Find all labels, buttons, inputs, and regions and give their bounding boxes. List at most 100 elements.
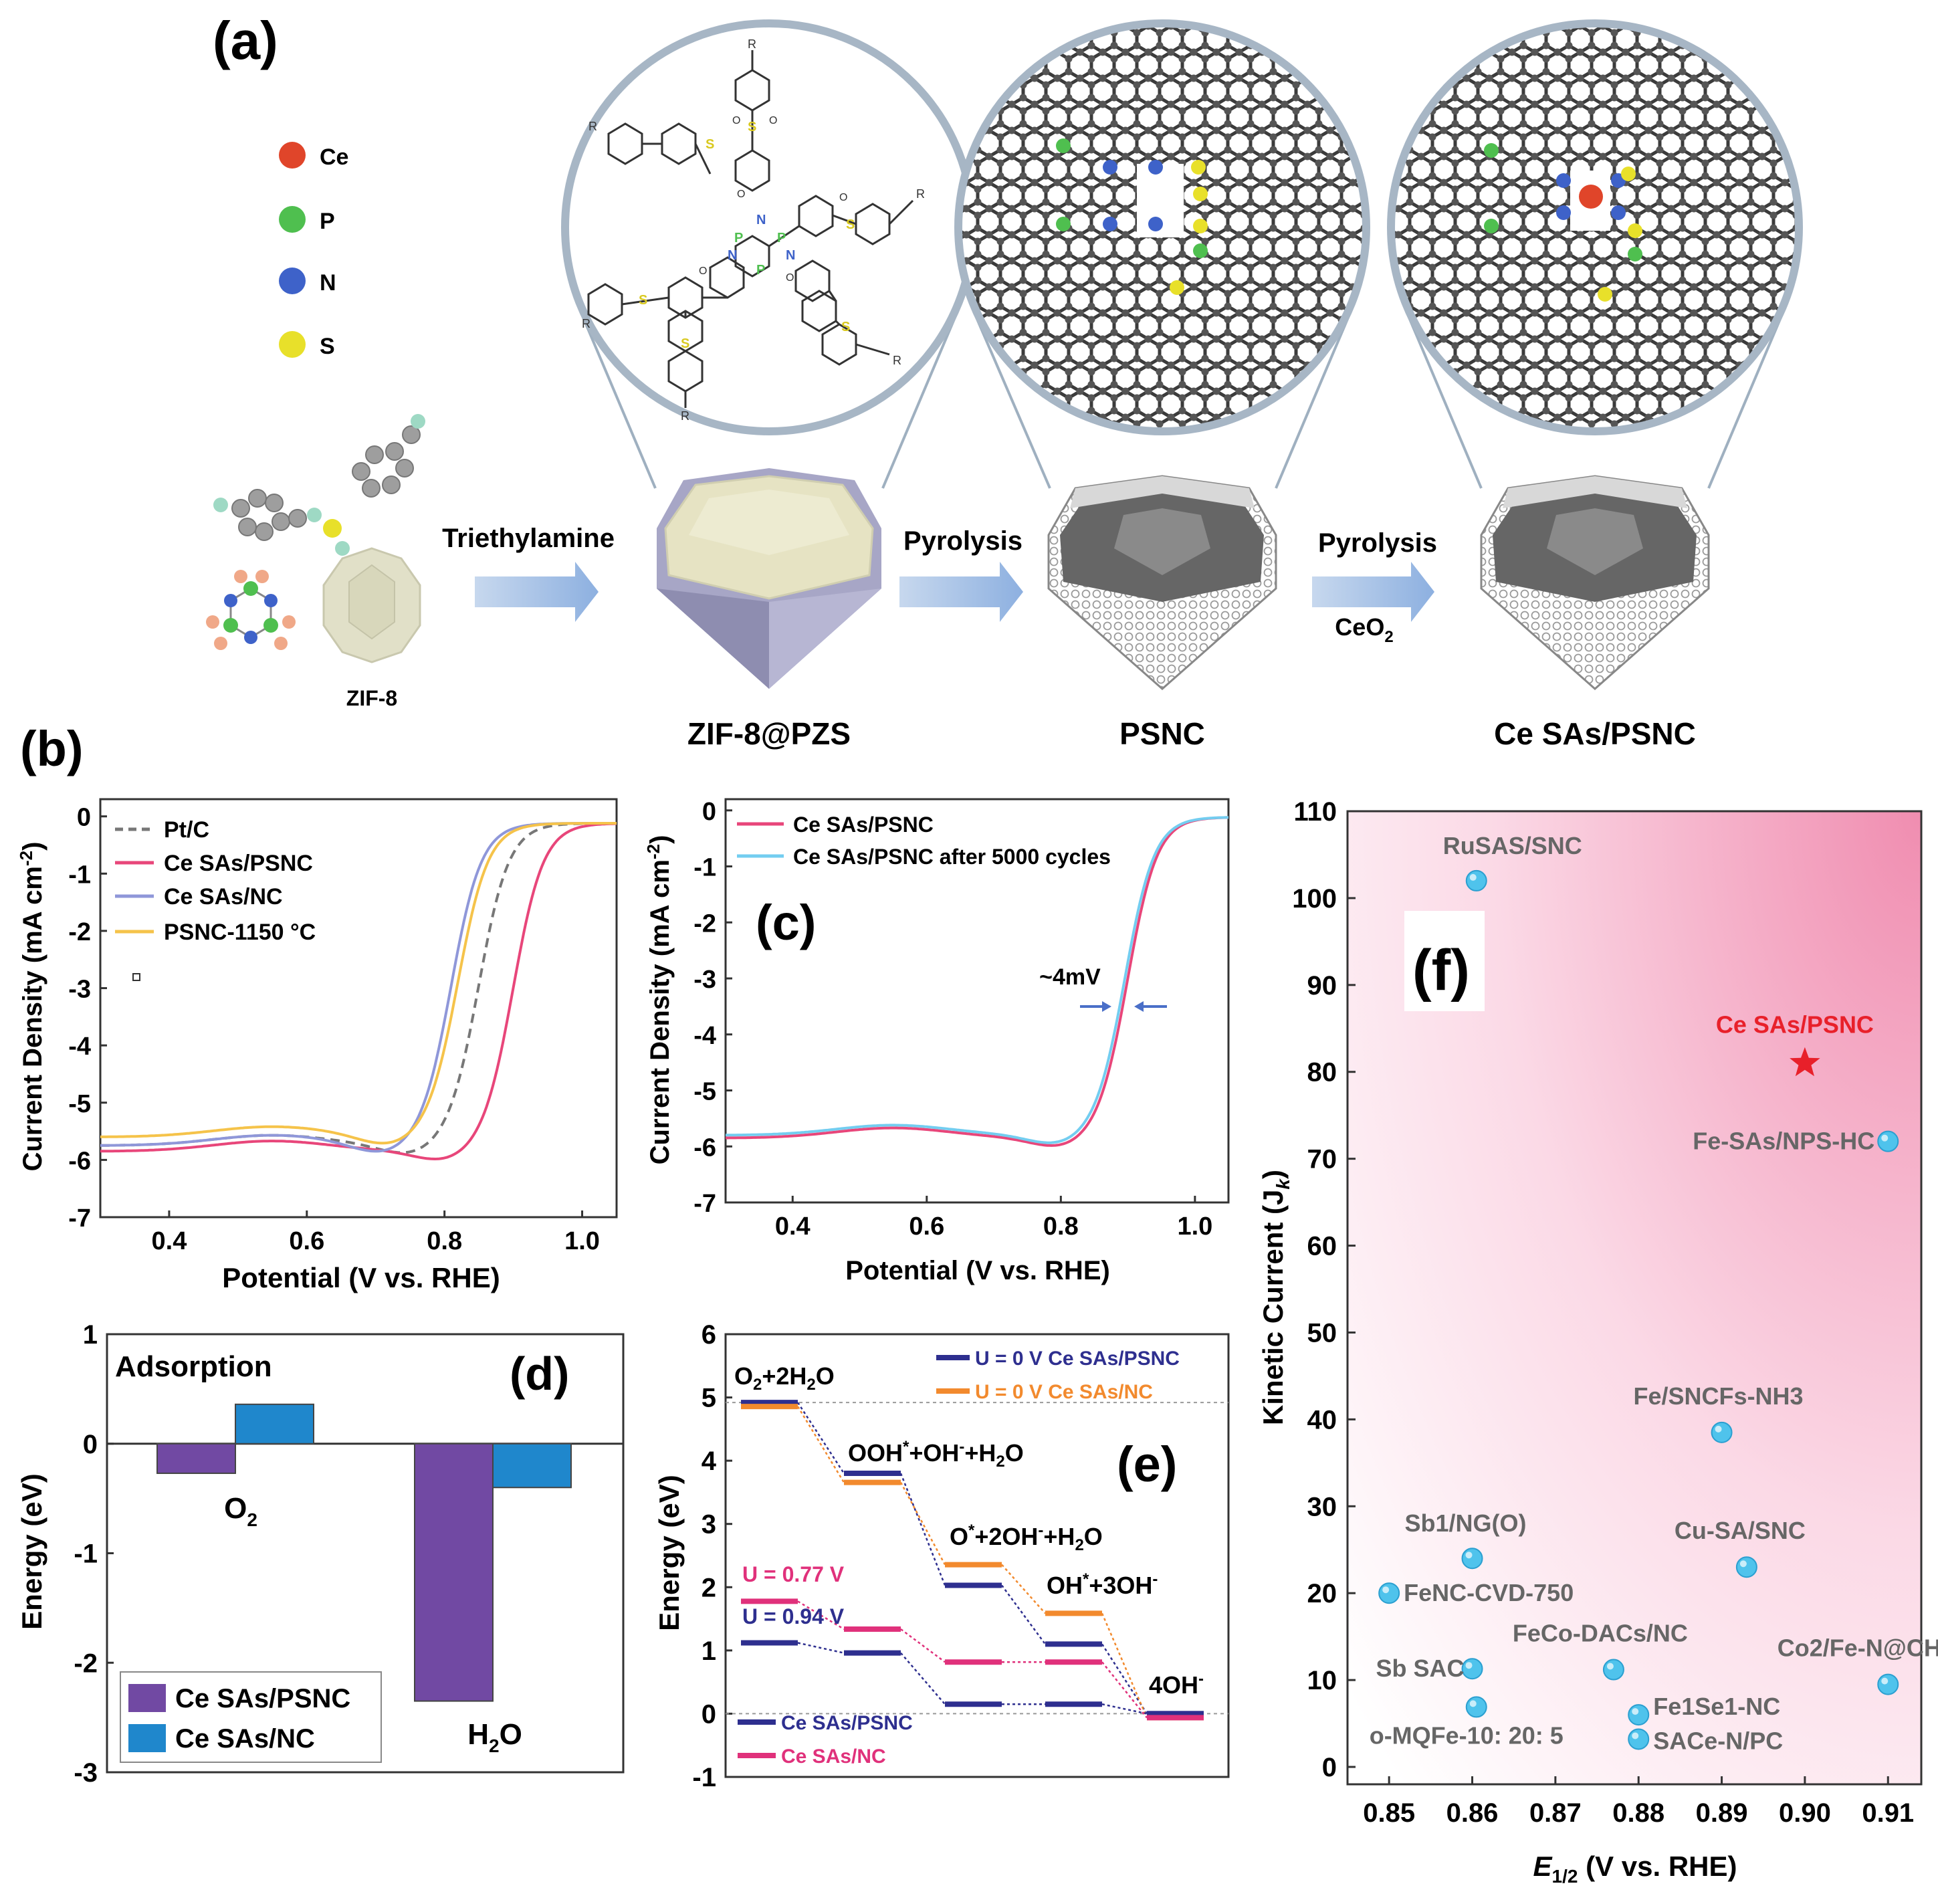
xtick-label: 0.8 [427,1227,462,1255]
step-label-2: O*+2OH-+H2O [950,1521,1103,1554]
chart-f-ylabel: Kinetic Current (Jk) [1257,1170,1293,1425]
molecule-r-2: R [588,120,597,133]
ytick-label: 50 [1307,1318,1337,1348]
panel-f-comparison-chart: (f) 0 10 20 30 40 50 60 70 80 90 100 110 0.85 0.86 0.8… [1257,797,1938,1887]
ytick-label: -2 [68,918,91,946]
series-line-3 [100,822,617,1145]
panel-d-adsorption-chart: Adsorption (d) 1 0 -1 -2 -3 Energy (eV) O2 H… [16,1320,625,1788]
panel-a-label: (a) [213,11,278,70]
ytick-label: 30 [1307,1492,1337,1521]
connector-1-3 [1101,1612,1148,1718]
point-label-6: FeNC-CVD-750 [1404,1579,1574,1606]
ytick-label: -3 [68,976,91,1004]
point-4 [1461,1548,1483,1570]
point-label-8: FeCo-DACs/NC [1513,1620,1688,1647]
step-label-1: OOH*+OH-+H2O [848,1438,1024,1471]
ytick-label: 1 [83,1320,98,1350]
legend-d-swatch-1 [128,1724,166,1752]
molecule-n-3: N [786,248,795,263]
step2-arrow: Pyrolysis [899,526,1023,622]
legend-b-text-0: Pt/C [164,817,209,843]
connector-1-1 [899,1482,946,1566]
connector-1-0 [796,1406,845,1483]
ytick-label: 40 [1307,1405,1337,1435]
point-5 [1735,1556,1757,1578]
point-label-9: Co2/Fe-N@CHC [1778,1634,1938,1662]
psnc-particle-icon: PSNC [1047,475,1277,751]
ytick-label: -2 [693,910,716,938]
point-label-5: Cu-SA/SNC [1675,1517,1806,1544]
point-label-1: Ce SAs/PSNC [1716,1011,1874,1039]
panel-f-label-box [1404,911,1485,1011]
series-line-1 [726,816,1229,1144]
chart-e-ylabel: Energy (eV) [653,1475,685,1630]
legend-e-bottom-text-1: Ce SAs/NC [781,1746,886,1768]
ytick-label: -3 [74,1758,98,1788]
connector-1-2 [1001,1564,1046,1614]
connector-0-1 [899,1473,946,1586]
point-6 [1378,1582,1400,1604]
xtick-label: 1.0 [1177,1212,1212,1241]
panel-b-label: (b) [20,721,84,776]
molecule-s-5: S [681,336,689,351]
connector-3-3 [1101,1661,1148,1719]
ytick-label: 80 [1307,1058,1337,1087]
molecule-o-3: O [737,189,745,200]
chart-d-ylabel: Energy (eV) [16,1473,47,1629]
point-label-12: SACe-N/PC [1653,1727,1783,1754]
ytick-label: -6 [693,1134,716,1162]
molecule-o-1: O [769,115,777,126]
point-highlight-0 [1469,873,1477,881]
category-o2-label: O2 [224,1492,257,1530]
point-7 [1461,1658,1483,1680]
point-highlight-8 [1606,1663,1614,1670]
point-12 [1628,1728,1650,1750]
point-highlight-6 [1382,1586,1390,1594]
ytick-label: -4 [693,1022,716,1050]
bar-O2-0 [156,1443,236,1474]
ytick-label: -3 [693,966,716,994]
xtick-label: 0.85 [1363,1798,1415,1828]
molecule-r-4: R [582,317,590,330]
connector-3-0 [797,1600,845,1630]
molecule-p-2: P [777,231,786,245]
legend-d-text-1: Ce SAs/NC [175,1724,315,1754]
molecule-r-6: R [893,354,901,367]
molecule-o-4: O [699,266,707,277]
zif8-pzs-particle-icon: ZIF-8@PZS [657,468,881,751]
reaction-step-labels: O2+2H2O OOH*+OH-+H2O O*+2OH-+H2O OH*+3OH… [734,1362,1204,1699]
ytick-label: -5 [693,1078,716,1106]
ytick-label: -4 [68,1033,91,1061]
ytick-label: 2 [702,1573,716,1602]
xtick-label: 0.86 [1446,1798,1499,1828]
potential-label-094: U = 0.94 V [742,1604,845,1628]
point-highlight-9 [1881,1677,1889,1685]
point-star-1 [1790,1047,1820,1077]
phosphazene-molecule-icon [206,570,296,650]
ytick-label: 70 [1307,1145,1337,1174]
chart-e-legend-top: U = 0 V Ce SAs/PSNC U = 0 V Ce SAs/NC [936,1348,1180,1403]
ytick-label: 0 [83,1430,98,1459]
xtick-label: 0.6 [289,1227,324,1255]
legend-ce-label: Ce [320,144,348,170]
legend-p-label: P [320,209,335,234]
ytick-label: -5 [68,1090,91,1118]
panel-c-label: (c) [756,895,816,950]
molecule-s-4: S [639,293,647,308]
ytick-label: -7 [693,1190,716,1218]
connector-2-0 [797,1642,845,1654]
ytick-label: -1 [692,1763,716,1792]
connector-3-1 [900,1628,946,1663]
panel-e-free-energy-chart: (e) 6 5 4 3 2 1 0 -1 Energy (eV) O2+2H2O OOH*+O… [653,1320,1230,1792]
ytick-label: 100 [1292,884,1337,914]
ytick-label: 110 [1293,797,1337,827]
point-highlight-4 [1465,1552,1473,1559]
ytick-label: 1 [702,1636,716,1666]
chart-b-frame [99,798,618,1219]
chart-c-legend: Ce SAs/PSNC Ce SAs/PSNC after 5000 cycle… [737,813,1111,869]
psnc-dopants [1056,138,1208,295]
point-10 [1465,1696,1487,1718]
psnc-lattice-circle [954,19,1370,435]
ytick-label: 5 [702,1384,716,1413]
xtick-label: 0.6 [909,1212,944,1241]
